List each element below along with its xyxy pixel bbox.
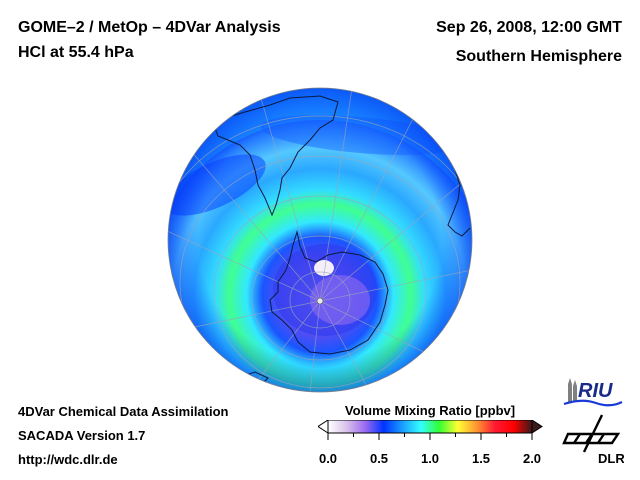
colorbar-tick-label: 2.0 [522,451,542,466]
latitude-circle [168,115,472,392]
meridian [309,300,321,392]
date-time: Sep 26, 2008, 12:00 GMT [436,19,622,36]
latitude-circle [213,195,427,389]
meridian [319,179,466,302]
meridian [189,149,321,302]
colorbar-gradient [327,420,533,434]
meridian [168,229,321,302]
meridian [319,300,371,392]
dlr-logo-text: DLR [598,451,624,466]
globe-outline [167,87,473,393]
coastline-africa [447,151,471,237]
footer-line-2: SACADA Version 1.7 [18,428,146,443]
hemisphere-label: Southern Hemisphere [455,48,622,65]
footer-line-1: 4DVar Chemical Data Assimilation [18,404,229,419]
coastline-south-america [214,95,339,217]
colorbar-extend-min [318,420,329,434]
dlr-emblem-icon [562,414,621,453]
coastline-antarctica [269,230,389,355]
title-line-1: GOME–2 / MetOp – 4DVar Analysis [18,19,281,36]
colorbar-tick-label: 1.0 [420,451,440,466]
meridian [259,94,321,302]
footer-link[interactable]: http://wdc.dlr.de [18,452,118,467]
colorbar-title: Volume Mixing Ratio [ppbv] [344,403,516,418]
colorbar-tick-label: 1.5 [471,451,491,466]
south-pole-marker [316,297,324,305]
latitude-circle [179,155,461,392]
meridian [319,300,441,361]
meridian [319,269,472,302]
colorbar-tick-label: 0.5 [369,451,389,466]
title-line-2: HCl at 55.4 hPa [18,44,134,61]
meridian [319,104,421,302]
coastlines [214,95,471,385]
colorbar [318,420,543,440]
latitude-circle [289,271,351,329]
limb-shading [168,88,472,392]
river-wave-icon [563,399,623,407]
colorbar-tick-label: 0.0 [318,451,338,466]
cathedral-icon [568,378,577,402]
riu-logo-text: RIU [578,380,613,402]
colorbar-extend-max [531,420,543,434]
dlr-logo: DLR [562,414,624,466]
meridian [319,88,353,302]
latitude-circle [251,235,389,361]
riu-logo: RIU [563,378,623,407]
meridian [179,300,321,331]
